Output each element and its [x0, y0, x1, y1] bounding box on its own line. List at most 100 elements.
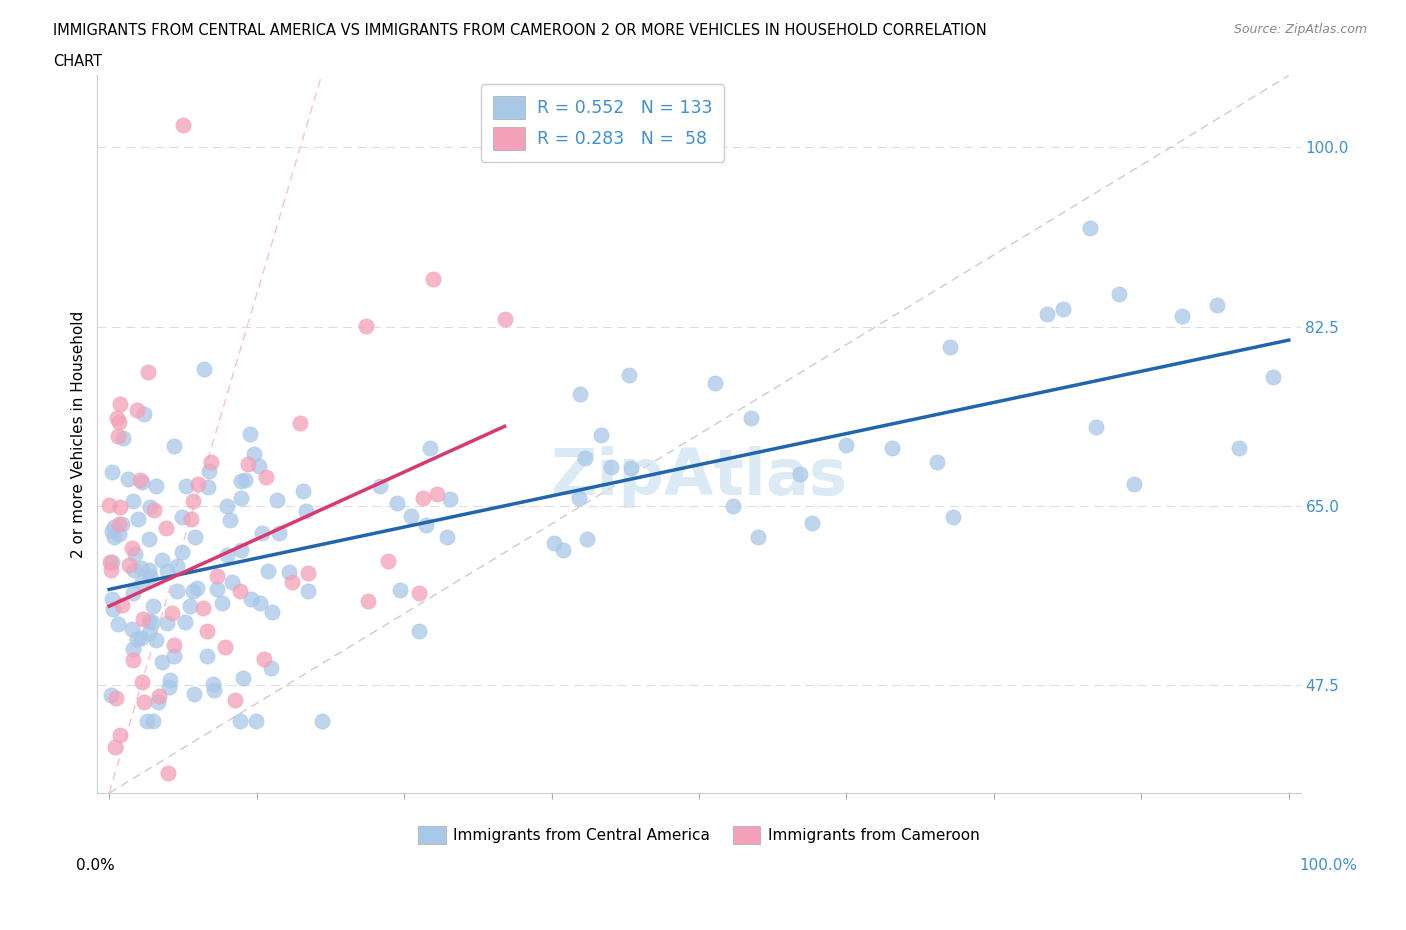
Point: [208, 806, 231, 821]
Point: [260, 604, 283, 619]
Point: [187, 476, 209, 491]
Point: [98, 806, 121, 821]
Point: [388, 583, 411, 598]
Point: [1227, 441, 1250, 456]
Point: [205, 569, 228, 584]
Point: [172, 510, 194, 525]
Point: [138, 563, 160, 578]
Point: [163, 637, 186, 652]
Point: [1123, 476, 1146, 491]
Point: [98, 806, 121, 821]
Point: [107, 415, 129, 430]
Point: [157, 766, 180, 781]
Point: [108, 499, 131, 514]
Point: [247, 458, 270, 473]
Point: [108, 396, 131, 411]
Point: [128, 473, 150, 488]
Point: [408, 624, 430, 639]
Point: [129, 561, 152, 576]
Point: [568, 490, 591, 505]
Point: [186, 580, 208, 595]
Point: [356, 319, 378, 334]
Point: [1078, 221, 1101, 236]
Point: [111, 598, 134, 613]
Point: [927, 454, 949, 469]
Point: [221, 575, 243, 590]
Point: [107, 617, 129, 631]
Point: [181, 584, 204, 599]
Point: [214, 639, 236, 654]
Point: [1206, 298, 1229, 312]
Point: [233, 473, 256, 488]
Point: [412, 490, 434, 505]
Point: [439, 492, 461, 507]
Point: [801, 515, 824, 530]
Point: [240, 591, 263, 606]
Point: [368, 478, 391, 493]
Point: [229, 491, 252, 506]
Point: [107, 428, 129, 443]
Point: [183, 687, 205, 702]
Point: [107, 526, 129, 541]
Point: [205, 581, 228, 596]
Point: [249, 596, 271, 611]
Point: [229, 474, 252, 489]
Point: [422, 272, 444, 286]
Point: [266, 493, 288, 508]
Point: [121, 540, 143, 555]
Point: [155, 564, 177, 578]
Point: [148, 688, 170, 703]
Point: [150, 655, 173, 670]
Point: [181, 494, 204, 509]
Point: [193, 361, 215, 376]
Point: [157, 680, 180, 695]
Point: [1036, 306, 1059, 321]
Point: [543, 536, 565, 551]
Point: [122, 563, 145, 578]
Point: [184, 530, 207, 545]
Point: [229, 714, 252, 729]
Point: [118, 557, 141, 572]
Point: [740, 410, 762, 425]
Point: [108, 516, 131, 531]
Point: [100, 687, 122, 702]
Point: [159, 672, 181, 687]
Point: [127, 403, 149, 418]
Point: [163, 439, 186, 454]
Legend: Immigrants from Central America, Immigrants from Cameroon: Immigrants from Central America, Immigra…: [412, 820, 986, 850]
Point: [132, 407, 155, 422]
Point: [1108, 286, 1130, 301]
Point: [156, 616, 179, 631]
Point: [179, 599, 201, 614]
Point: [297, 565, 319, 580]
Point: [191, 601, 214, 616]
Text: Source: ZipAtlas.com: Source: ZipAtlas.com: [1233, 23, 1367, 36]
Point: [291, 484, 314, 498]
Point: [399, 509, 422, 524]
Point: [131, 631, 153, 645]
Text: CHART: CHART: [53, 54, 103, 69]
Point: [197, 480, 219, 495]
Point: [110, 728, 132, 743]
Point: [160, 605, 183, 620]
Point: [278, 565, 301, 579]
Point: [419, 441, 441, 456]
Point: [101, 796, 124, 811]
Point: [704, 376, 727, 391]
Point: [146, 695, 169, 710]
Point: [139, 499, 162, 514]
Point: [122, 494, 145, 509]
Point: [1052, 301, 1074, 316]
Point: [127, 512, 149, 526]
Point: [131, 574, 153, 589]
Text: ZipAtlas: ZipAtlas: [551, 446, 848, 509]
Point: [217, 498, 239, 513]
Point: [224, 693, 246, 708]
Point: [142, 714, 165, 729]
Point: [173, 615, 195, 630]
Point: [357, 594, 380, 609]
Point: [121, 642, 143, 657]
Point: [269, 525, 291, 540]
Point: [281, 575, 304, 590]
Point: [145, 632, 167, 647]
